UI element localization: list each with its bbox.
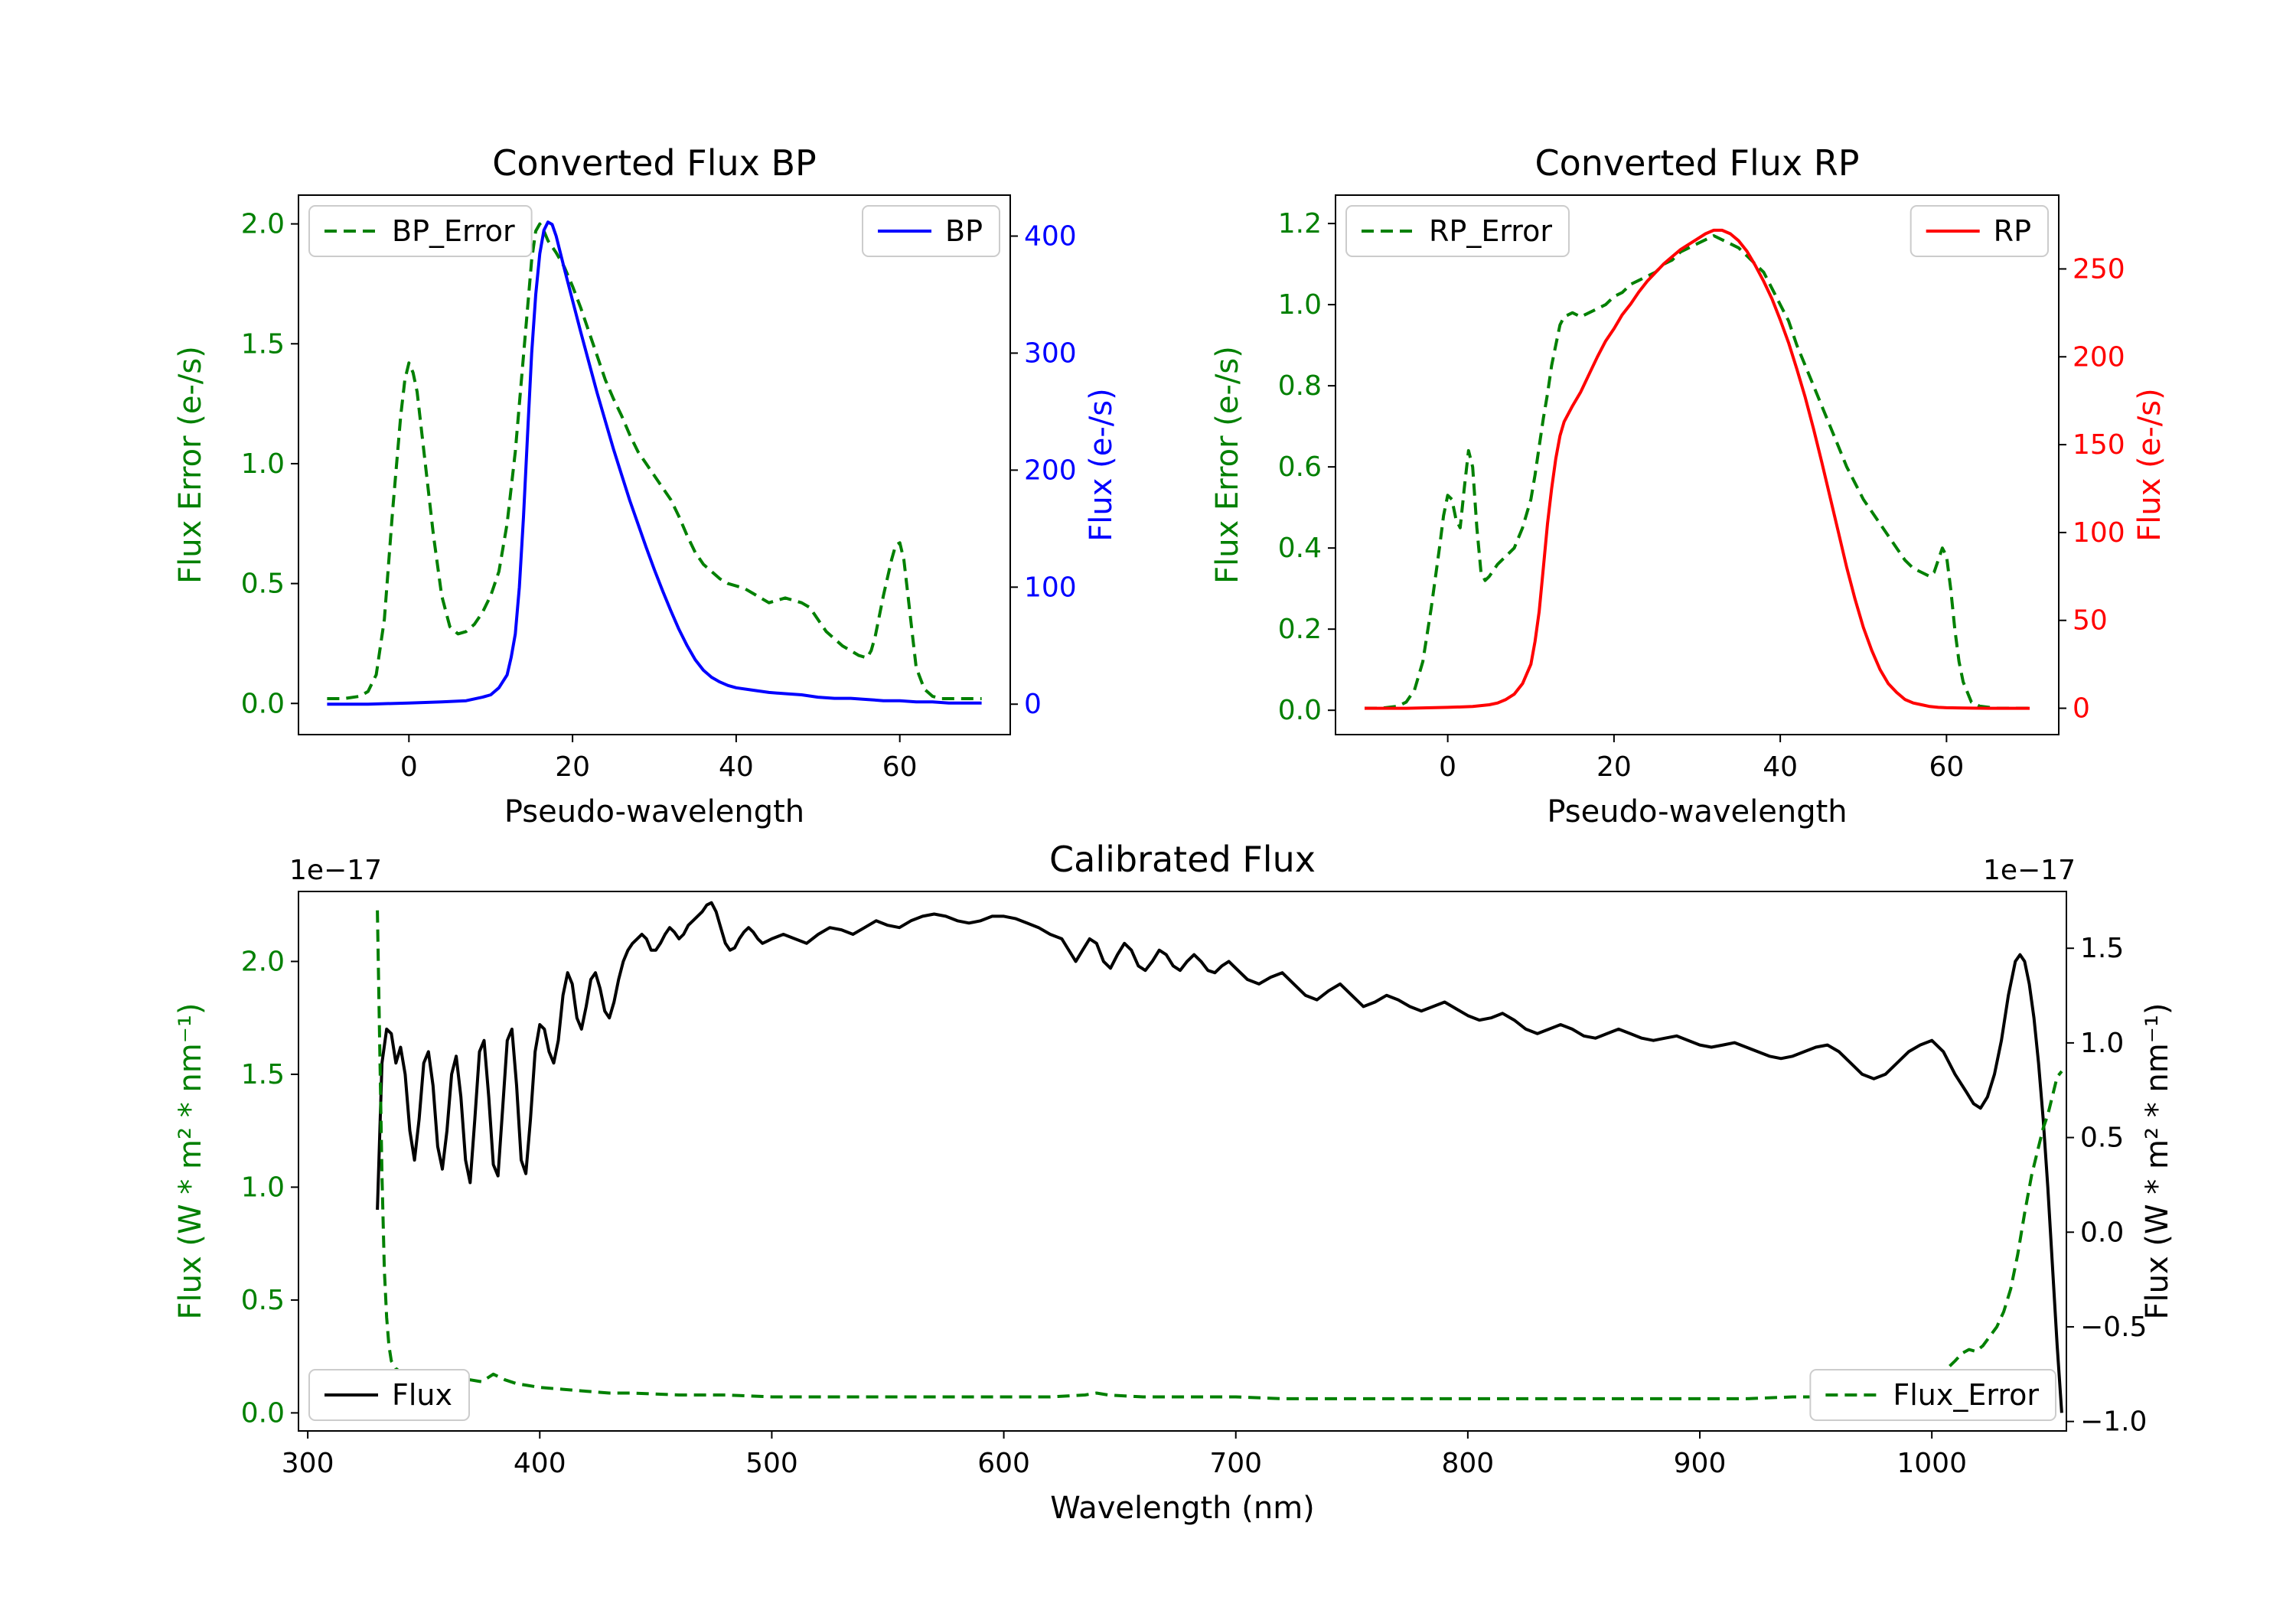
rp-left-ytick-label: 0.4	[1278, 533, 1322, 564]
rp-legend-rp_flux: RP	[1910, 205, 2049, 257]
bp-left-ylabel: Flux Error (e-/s)	[173, 346, 208, 584]
rp-legend-frame	[1345, 205, 1570, 257]
rp-right-ytick-label: 100	[2073, 517, 2125, 549]
rp-left-ytick-label: 0.8	[1278, 370, 1322, 402]
cal-right-ytick-label: 1.5	[2080, 933, 2124, 964]
cal-legend-frame	[1809, 1369, 2056, 1421]
cal-right-ytick-label: 0.0	[2080, 1217, 2124, 1248]
cal-xtick-label: 500	[745, 1448, 798, 1479]
bp-legend-bp_error: BP_Error	[308, 205, 533, 257]
bp-title: Converted Flux BP	[492, 142, 817, 184]
flux-line	[376, 901, 2063, 1413]
rp-left-ytick-label: 0.2	[1278, 614, 1322, 645]
rp-legend-rp_error: RP_Error	[1345, 205, 1570, 257]
bp-right-ytick-label: 300	[1024, 337, 1077, 369]
cal-left-ytick-label: 0.5	[241, 1285, 285, 1316]
bp-right-ylabel: Flux (e-/s)	[1084, 388, 1119, 541]
bp-left-ytick-label: 2.0	[241, 209, 285, 240]
rp-left-ytick-label: 0.6	[1278, 451, 1322, 483]
cal-xtick-label: 300	[282, 1448, 334, 1479]
rp-left-ytick-label: 1.2	[1278, 208, 1322, 240]
cal-xtick-label: 900	[1674, 1448, 1727, 1479]
bp-left-ytick-label: 0.5	[241, 569, 285, 600]
bp-axes-frame	[298, 194, 1011, 735]
cal-right-ylabel: Flux (W * m² * nm⁻¹)	[2140, 1003, 2175, 1320]
bp-xtick-label: 20	[555, 751, 590, 783]
cal-xtick-label: 800	[1442, 1448, 1495, 1479]
cal-left-ytick-label: 1.5	[241, 1059, 285, 1090]
rp_error-line	[1365, 234, 2030, 710]
bp-right-ytick-label: 0	[1024, 689, 1042, 720]
cal-xtick-label: 700	[1209, 1448, 1262, 1479]
rp-right-ytick-label: 250	[2073, 253, 2125, 285]
rp-title: Converted Flux RP	[1535, 142, 1860, 184]
cal-legend-flux: Flux	[308, 1369, 470, 1421]
bp_flux-line	[327, 220, 982, 706]
cal-right-ytick-label: 0.5	[2080, 1123, 2124, 1154]
rp-right-ytick-label: 50	[2073, 605, 2108, 637]
cal-xlabel: Wavelength (nm)	[1050, 1491, 1315, 1526]
cal-left-ytick-label: 2.0	[241, 946, 285, 977]
bp-left-ytick-label: 0.0	[241, 688, 285, 719]
bp-left-ytick-label: 1.0	[241, 448, 285, 480]
cal-right-offset-text: 1e−17	[1983, 855, 2076, 886]
rp-xtick-label: 40	[1763, 751, 1798, 783]
cal-legend-flux_error: Flux_Error	[1809, 1369, 2056, 1421]
rp-xtick-label: 0	[1439, 751, 1456, 783]
cal-xtick-label: 1000	[1896, 1448, 1967, 1479]
rp-right-ylabel: Flux (e-/s)	[2132, 388, 2167, 541]
cal-title: Calibrated Flux	[1049, 839, 1316, 880]
flux_error-line	[376, 910, 2063, 1400]
cal-left-ytick-label: 0.0	[241, 1397, 285, 1429]
rp-right-ytick-label: 200	[2073, 341, 2125, 373]
bp-right-ytick-label: 100	[1024, 572, 1077, 603]
cal-left-offset-text: 1e−17	[289, 855, 382, 886]
rp-xlabel: Pseudo-wavelength	[1547, 794, 1847, 829]
rp-legend-label-rp_error: RP_Error	[1429, 214, 1552, 248]
cal-left-ylabel: Flux (W * m² * nm⁻¹)	[173, 1003, 208, 1320]
cal-right-ytick-label: −0.5	[2080, 1312, 2147, 1343]
rp-right-ytick-label: 0	[2073, 693, 2090, 725]
cal-left-ytick-label: 1.0	[241, 1172, 285, 1203]
cal-right-ytick-label: −1.0	[2080, 1406, 2147, 1438]
bp-legend-bp_flux: BP	[862, 205, 1000, 257]
rp-axes-frame	[1335, 194, 2060, 735]
rp-legend-label-rp_flux: RP	[1994, 214, 2031, 248]
cal-legend-label-flux: Flux	[392, 1378, 452, 1412]
bp-legend-label-bp_error: BP_Error	[392, 214, 515, 248]
rp-xtick-label: 60	[1929, 751, 1964, 783]
bp-xtick-label: 40	[719, 751, 754, 783]
rp-right-ytick-label: 150	[2073, 429, 2125, 461]
cal-xtick-label: 400	[514, 1448, 566, 1479]
bp-legend-frame	[308, 205, 533, 257]
rp-left-ytick-label: 0.0	[1278, 695, 1322, 726]
cal-axes-frame	[298, 891, 2067, 1432]
bp-right-ytick-label: 400	[1024, 221, 1077, 253]
bp-left-ytick-label: 1.5	[241, 328, 285, 360]
bp_error-line	[327, 222, 982, 700]
rp-left-ytick-label: 1.0	[1278, 289, 1322, 321]
bp-legend-label-bp_flux: BP	[945, 214, 983, 248]
cal-right-ytick-label: 1.0	[2080, 1028, 2124, 1059]
rp-xtick-label: 20	[1596, 751, 1632, 783]
bp-xtick-label: 0	[400, 751, 418, 783]
bp-xtick-label: 60	[882, 751, 918, 783]
cal-xtick-label: 600	[977, 1448, 1030, 1479]
rp_flux-line	[1365, 228, 2030, 710]
cal-legend-label-flux_error: Flux_Error	[1893, 1378, 2039, 1412]
bp-xlabel: Pseudo-wavelength	[504, 794, 804, 829]
bp-right-ytick-label: 200	[1024, 455, 1077, 486]
cal-legend-frame	[308, 1369, 470, 1421]
rp-left-ylabel: Flux Error (e-/s)	[1210, 346, 1245, 584]
